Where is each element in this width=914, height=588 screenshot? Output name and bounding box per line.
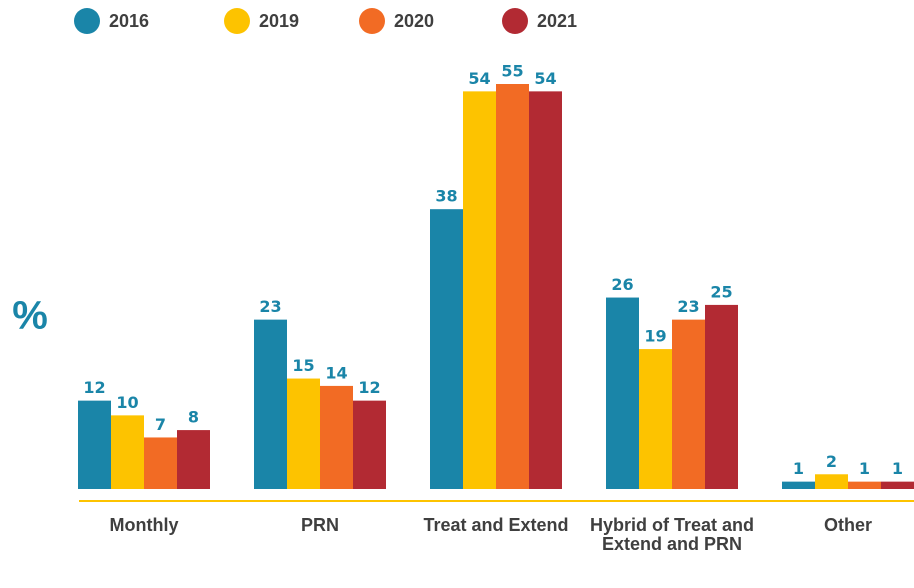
legend-label: 2016 — [109, 11, 149, 31]
data-label: 1 — [793, 459, 804, 478]
x-tick-label: Treat and Extend — [423, 515, 569, 535]
bar — [144, 437, 177, 489]
data-label: 54 — [534, 69, 556, 88]
data-label: 14 — [325, 363, 347, 382]
bar — [848, 481, 881, 489]
data-label: 1 — [892, 459, 903, 478]
data-label: 23 — [677, 297, 699, 316]
bar — [639, 349, 672, 489]
bar — [111, 415, 144, 489]
legend-label: 2020 — [394, 11, 434, 31]
bar — [287, 378, 320, 489]
bar — [606, 297, 639, 489]
data-label: 2 — [826, 452, 837, 471]
data-label: 12 — [358, 378, 380, 397]
bar — [672, 319, 705, 489]
bar — [529, 91, 562, 489]
bar — [782, 481, 815, 489]
bar — [496, 84, 529, 489]
bar — [881, 481, 914, 489]
data-label: 23 — [259, 297, 281, 316]
bar — [320, 385, 353, 489]
data-label: 8 — [188, 408, 199, 427]
legend-label: 2019 — [259, 11, 299, 31]
bar — [463, 91, 496, 489]
legend-swatch — [74, 8, 100, 34]
bar — [705, 304, 738, 489]
y-axis-label: % — [12, 294, 48, 338]
data-label: 7 — [155, 415, 166, 434]
legend-swatch — [502, 8, 528, 34]
bar — [353, 400, 386, 489]
x-tick-label: Other — [823, 515, 872, 535]
data-label: 25 — [710, 282, 732, 301]
data-label: 1 — [859, 459, 870, 478]
legend-label: 2021 — [537, 11, 577, 31]
bar — [78, 400, 111, 489]
legend-swatch — [224, 8, 250, 34]
x-tick-label: Monthly — [109, 515, 179, 535]
data-label: 38 — [435, 187, 457, 206]
legend-swatch — [359, 8, 385, 34]
data-label: 26 — [611, 275, 633, 294]
bar — [815, 474, 848, 489]
bar — [177, 430, 210, 489]
data-label: 15 — [292, 356, 314, 375]
data-label: 19 — [644, 327, 666, 346]
data-label: 55 — [501, 62, 523, 81]
data-label: 12 — [83, 378, 105, 397]
data-label: 54 — [468, 69, 490, 88]
bar — [254, 319, 287, 489]
bar — [430, 209, 463, 489]
data-label: 10 — [116, 393, 138, 412]
x-tick-label: Hybrid of Treat and Extend and PRN — [589, 515, 755, 554]
x-tick-label: PRN — [300, 515, 339, 535]
